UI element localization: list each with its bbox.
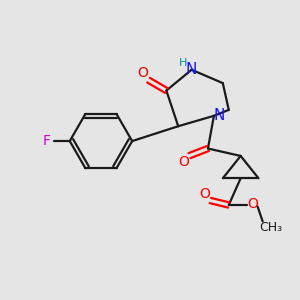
Text: F: F [43, 134, 51, 148]
Text: O: O [199, 187, 210, 201]
Text: N: N [185, 62, 197, 77]
Text: H: H [179, 58, 188, 68]
Text: O: O [247, 197, 258, 212]
Text: CH₃: CH₃ [260, 221, 283, 234]
Text: O: O [178, 155, 189, 169]
Text: N: N [214, 108, 225, 123]
Text: O: O [137, 66, 148, 80]
